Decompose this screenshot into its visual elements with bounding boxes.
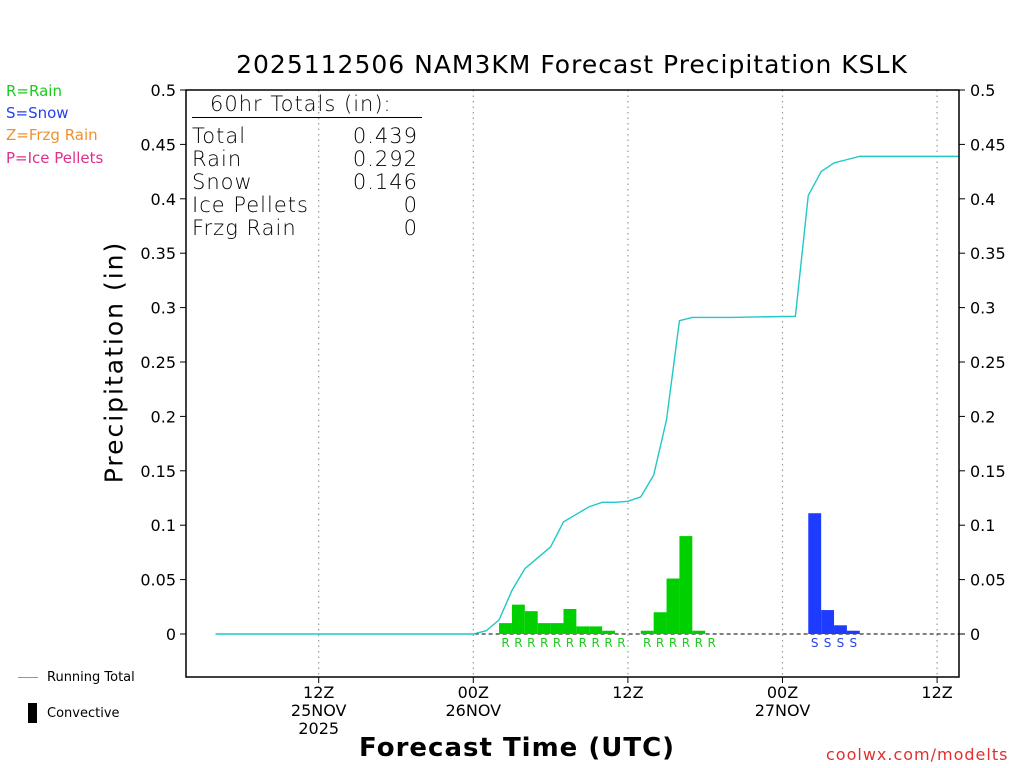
legend-rain: R=Rain [6,82,62,100]
totals-label-rain: Rain [192,147,243,171]
rain-bar [679,536,693,634]
y-tick-label-left: 0.05 [140,571,176,590]
x-tick-label: 12Z [921,683,952,702]
rain-bar [537,623,551,634]
precip-type-marker: R [514,636,522,650]
precip-type-marker: R [501,636,509,650]
rain-bar [511,604,525,634]
y-tick-label-right: 0.35 [970,244,1006,263]
x-tick-label: 00Z [458,683,489,702]
y-tick-label-left: 0.35 [140,244,176,263]
rain-bar [653,612,667,634]
rain-bar [589,626,603,634]
credit-text: coolwx.com/modelts [826,745,1009,764]
x-tick-label: 00Z [767,683,798,702]
precip-type-marker: R [553,636,561,650]
x-tick-label: 27NOV [755,701,811,720]
running-total-swatch [18,677,38,678]
y-tick-label-left: 0.15 [140,462,176,481]
legend-snow: S=Snow [6,104,69,122]
totals-label-frzg-rain: Frzg Rain [192,216,297,240]
precip-type-marker: S [811,636,819,650]
chart-title: 2025112506 NAM3KM Forecast Precipitation… [236,50,908,79]
y-tick-label-left: 0.45 [140,135,176,154]
x-tick-label: 2025 [298,719,339,738]
rain-bar [550,623,564,634]
rain-bar [602,630,616,634]
legend-ice-pellets: P=Ice Pellets [6,149,104,167]
rain-bar [563,608,577,634]
y-tick-label-right: 0 [970,625,980,644]
x-tick-label: 26NOV [446,701,502,720]
y-tick-label-right: 0.05 [970,571,1006,590]
x-tick-label: 25NOV [291,701,347,720]
y-tick-label-right: 0.2 [970,407,995,426]
convective-swatch [28,703,37,723]
y-tick-label-left: 0 [166,625,176,644]
rain-bar [692,630,706,634]
y-tick-label-left: 0.4 [151,190,176,209]
y-tick-label-left: 0.2 [151,407,176,426]
precip-type-marker: R [540,636,548,650]
x-tick-label: 12Z [612,683,643,702]
precip-type-marker: R [707,636,715,650]
y-tick-label-right: 0.45 [970,135,1006,154]
rain-bar [524,611,538,634]
precip-type-marker: R [579,636,587,650]
running-total-label: Running Total [47,670,135,685]
y-tick-label-right: 0.1 [970,516,995,535]
convective-label: Convective [47,706,120,721]
x-axis-label: Forecast Time (UTC) [359,733,676,763]
y-tick-label-left: 0.5 [151,81,176,100]
precip-type-marker: S [837,636,845,650]
precip-type-marker: R [669,636,677,650]
snow-bar [808,513,822,634]
totals-label-ice-pellets: Ice Pellets [192,193,309,217]
snow-bar [846,630,860,634]
rain-bar [666,578,680,634]
rain-bar [499,623,512,634]
precip-type-marker: S [850,636,858,650]
precip-type-marker: R [643,636,651,650]
snow-bar [821,610,835,634]
y-tick-label-left: 0.3 [151,299,176,318]
totals-value-ice-pellets: 0 [403,193,418,217]
totals-header: 60hr Totals (in): [210,92,392,116]
x-tick-label: 12Z [303,683,334,702]
precip-type-marker: R [656,636,664,650]
plot-frame [185,89,960,678]
y-tick-label-left: 0.25 [140,353,176,372]
y-tick-label-right: 0.3 [970,299,995,318]
totals-value-frzg-rain: 0 [403,216,418,240]
totals-value-snow: 0.146 [352,170,418,194]
precip-type-marker: R [695,636,703,650]
precip-type-marker: R [604,636,612,650]
y-tick-label-right: 0.5 [970,81,995,100]
precip-type-marker: R [682,636,690,650]
y-tick-label-left: 0.1 [151,516,176,535]
snow-bar [834,625,847,634]
totals-label-total: Total [192,124,247,148]
precip-type-marker: R [527,636,535,650]
rain-bar [640,630,654,634]
running-total-line [215,155,959,635]
y-tick-label-right: 0.4 [970,190,995,209]
rain-bar [576,626,590,634]
legend-frzg-rain: Z=Frzg Rain [6,126,98,144]
y-tick-label-right: 0.15 [970,462,1006,481]
totals-value-total: 0.439 [352,124,418,148]
y-tick-label-right: 0.25 [970,353,1006,372]
totals-header-underline [192,117,422,118]
precip-type-marker: S [824,636,832,650]
precip-type-marker: R [566,636,574,650]
precip-type-marker: R [592,636,600,650]
totals-label-snow: Snow [192,170,253,194]
precip-type-marker: R [617,636,625,650]
totals-value-rain: 0.292 [352,147,418,171]
